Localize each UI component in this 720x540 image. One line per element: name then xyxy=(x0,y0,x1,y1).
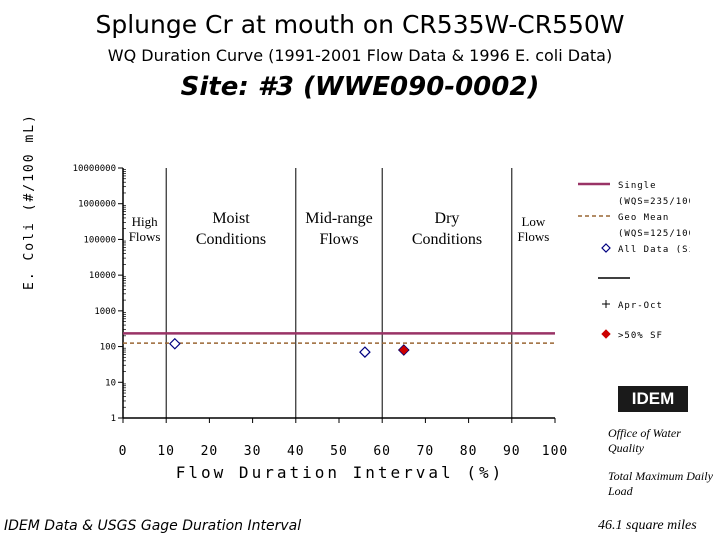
x-tick-label: 100 xyxy=(542,444,568,459)
zone-label: Mid-range Flows xyxy=(305,210,373,248)
x-tick-label: 0 xyxy=(119,444,128,459)
logo-text: IDEM xyxy=(632,389,675,408)
y-tick-label: 1000 xyxy=(94,307,116,317)
legend: Single (WQS=235/100ml) Geo Mean (WQS=125/10… xyxy=(578,181,690,341)
zone-label: Moist Conditions xyxy=(196,210,266,248)
legend-label: Geo Mean xyxy=(618,213,669,223)
site-label: Site: #3 (WWE090-0002) xyxy=(180,72,540,102)
x-tick-label: 10 xyxy=(157,444,175,459)
legend-swatch-sf xyxy=(601,329,611,339)
y-tick-label: 10000 xyxy=(89,271,116,281)
x-tick-label: 90 xyxy=(503,444,521,459)
y-tick-label: 1 xyxy=(111,414,116,424)
idem-logo: IDEM xyxy=(618,386,688,412)
zone-label: Low Flows xyxy=(518,214,550,244)
y-tick-label: 1000000 xyxy=(78,200,116,210)
legend-sublabel: (WQS=125/100ml) xyxy=(618,229,690,239)
legend-label: Apr-Oct xyxy=(618,301,663,311)
x-tick-label: 50 xyxy=(330,444,348,459)
x-tick-label: 20 xyxy=(201,444,219,459)
legend-label: Single xyxy=(618,181,657,191)
data-point-sf xyxy=(399,345,409,355)
tmdl-note: Total Maximum Daily Load xyxy=(608,469,713,498)
zone-label: High Flows xyxy=(129,214,161,244)
area-note: 46.1 square miles xyxy=(598,518,697,533)
zone-label: Dry Conditions xyxy=(412,210,482,248)
chart-title: Splunge Cr at mouth on CR535W-CR550W xyxy=(95,10,625,39)
y-tick-label: 10 xyxy=(105,378,116,388)
legend-sublabel: (WQS=235/100ml) xyxy=(618,197,690,207)
chart-subtitle: WQ Duration Curve (1991-2001 Flow Data &… xyxy=(107,46,613,65)
source-note: IDEM Data & USGS Gage Duration Interval xyxy=(4,518,302,534)
data-point-all xyxy=(359,346,371,358)
y-tick-label: 10000000 xyxy=(73,164,116,174)
legend-swatch-all-data xyxy=(601,243,611,253)
x-tick-label: 60 xyxy=(373,444,391,459)
x-tick-label: 70 xyxy=(417,444,435,459)
x-tick-label: 80 xyxy=(460,444,478,459)
legend-label: All Data (Single) xyxy=(618,245,690,255)
y-tick-label: 100000 xyxy=(83,235,116,245)
x-axis-label: Flow Duration Interval (%) xyxy=(175,463,505,482)
legend-label: >50% SF xyxy=(618,331,663,341)
data-point-all xyxy=(168,337,181,350)
y-tick-label: 100 xyxy=(100,343,116,353)
x-tick-label: 30 xyxy=(244,444,262,459)
x-tick-label: 40 xyxy=(287,444,305,459)
office-note: Office of Water Quality xyxy=(608,426,681,455)
